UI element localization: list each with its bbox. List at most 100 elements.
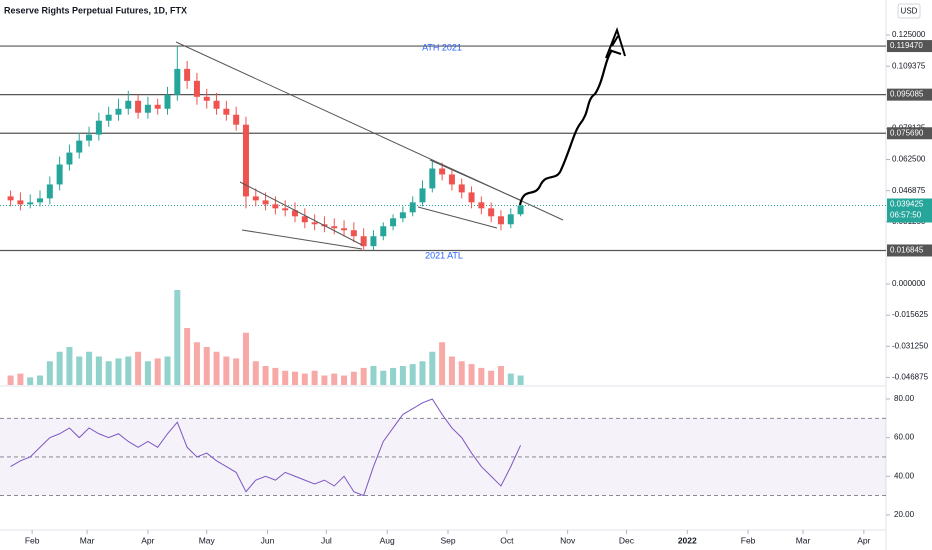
candle-body xyxy=(292,210,299,217)
candle-body xyxy=(184,68,191,81)
volume-bar xyxy=(331,373,338,385)
rsi-tick-label: 20.00 xyxy=(894,510,915,519)
candle-body xyxy=(203,96,210,101)
trendline xyxy=(429,159,521,201)
y-tick-label: 0.109375 xyxy=(892,61,926,70)
candle-body xyxy=(341,228,348,231)
volume-bar xyxy=(380,370,387,385)
candle-body xyxy=(125,100,132,109)
volume-bar xyxy=(174,290,181,385)
candle-body xyxy=(193,80,200,97)
rsi-line xyxy=(10,398,522,497)
x-tick-label: Apr xyxy=(141,535,154,545)
x-tick-label: Apr xyxy=(857,535,870,545)
x-tick-label: 2022 xyxy=(678,535,697,545)
trendline xyxy=(417,206,498,229)
volume-bar xyxy=(242,332,249,385)
volume-bar xyxy=(213,351,220,385)
volume-bar xyxy=(46,361,53,385)
candle-body xyxy=(66,152,73,165)
volume-bar xyxy=(144,361,151,385)
y-tick-label: -0.015625 xyxy=(892,310,929,319)
volume-bar xyxy=(125,356,132,385)
volume-bar xyxy=(164,356,171,385)
level-label-box xyxy=(887,244,932,257)
volume-bar xyxy=(76,356,83,385)
x-tick-label: Mar xyxy=(80,535,95,545)
drawn-arrow xyxy=(518,49,613,206)
x-tick-label: Mar xyxy=(796,535,811,545)
x-tick-label: Nov xyxy=(560,535,576,545)
candle-body xyxy=(399,212,406,219)
candle-body xyxy=(46,184,53,199)
candle-body xyxy=(252,196,259,201)
level-label: 0.016845 xyxy=(890,246,924,255)
marks-layer xyxy=(7,46,524,497)
candle-body xyxy=(488,208,495,217)
rsi-tick-label: 80.00 xyxy=(894,394,915,403)
volume-bar xyxy=(95,356,102,385)
candle-body xyxy=(144,104,151,113)
candle-body xyxy=(135,100,142,113)
candle-body xyxy=(37,198,44,203)
level-label: 0.095085 xyxy=(890,90,924,99)
level-label-box xyxy=(887,40,932,53)
candle-body xyxy=(27,202,34,205)
volume-bar xyxy=(115,358,122,385)
candle-body xyxy=(7,196,14,201)
level-label: 0.075690 xyxy=(890,128,924,137)
volume-bar xyxy=(193,342,200,385)
candle-body xyxy=(95,120,102,135)
countdown-label: 06:57:50 xyxy=(890,211,922,220)
currency-label[interactable]: USD xyxy=(901,7,918,16)
volume-bar xyxy=(56,351,63,385)
volume-bar xyxy=(27,377,34,385)
last-price-label: 0.039425 xyxy=(890,200,924,209)
volume-bar xyxy=(458,361,465,385)
volume-bar xyxy=(262,366,269,385)
volume-bar xyxy=(370,366,377,385)
annotation: 2021 ATL xyxy=(425,250,463,260)
candle-body xyxy=(429,168,436,189)
annotation: ATH 2021 xyxy=(422,42,462,52)
rsi-tick-label: 60.00 xyxy=(894,433,915,442)
candle-body xyxy=(458,184,465,193)
candle-body xyxy=(517,205,524,215)
volume-bar xyxy=(409,364,416,385)
candle-body xyxy=(272,204,279,209)
y-tick-label: 0.125000 xyxy=(892,30,926,39)
candle-body xyxy=(213,100,220,109)
candle-body xyxy=(478,202,485,209)
volume-bar xyxy=(301,373,308,385)
volume-bar xyxy=(341,375,348,385)
volume-bar xyxy=(360,367,367,385)
volume-bar xyxy=(135,351,142,385)
volume-bar xyxy=(272,367,279,385)
volume-bar xyxy=(419,361,426,385)
x-tick-label: Oct xyxy=(500,535,514,545)
currency-button[interactable] xyxy=(897,3,921,19)
y-tick-label: 0.000000 xyxy=(892,279,926,288)
x-tick-label: Aug xyxy=(380,535,395,545)
y-tick-label: 0.062500 xyxy=(892,155,926,164)
x-tick-label: Sep xyxy=(440,535,455,545)
volume-bar xyxy=(203,347,210,385)
x-tick-label: Jun xyxy=(261,535,275,545)
trendline xyxy=(239,181,363,246)
x-tick-label: Dec xyxy=(619,535,635,545)
last-price-box xyxy=(887,198,932,223)
y-tick-label: 0.046875 xyxy=(892,186,926,195)
volume-bar xyxy=(399,366,406,385)
drawn-arrow-head xyxy=(605,26,626,59)
candle-body xyxy=(507,214,514,225)
candle-body xyxy=(311,222,318,225)
volume-bar xyxy=(478,367,485,385)
volume-bar xyxy=(66,347,73,385)
volume-bar xyxy=(86,351,93,385)
volume-bar xyxy=(321,375,328,385)
level-label-box xyxy=(887,88,932,101)
candle-body xyxy=(370,236,377,247)
volume-bar xyxy=(507,373,514,385)
y-tick-label: -0.046875 xyxy=(892,372,929,381)
